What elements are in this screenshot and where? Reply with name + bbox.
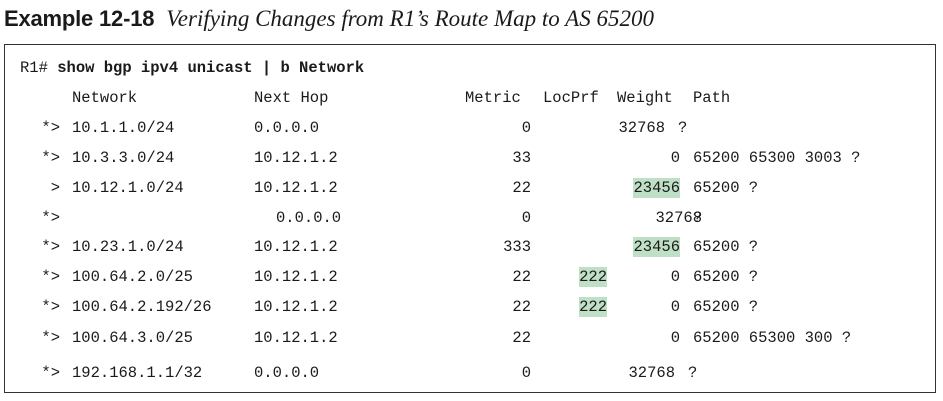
header-path: Path [693,89,731,107]
row-next-hop: 0.0.0.0 [254,119,320,137]
example-caption: Example 12-18 Verifying Changes from R1’s… [4,4,654,34]
cli-output-box: R1# show bgp ipv4 unicast | b Network Ne… [4,44,936,393]
row-status: *> [41,268,60,286]
table-row: *> 100.64.2.0/25 10.12.1.2 22 222 0 65200 ? [5,267,935,287]
locprf-highlight: 222 [579,297,607,317]
row-next-hop: 10.12.1.2 [254,179,338,197]
row-network: 100.64.2.0/25 [72,268,193,286]
row-path: ? [678,119,688,137]
row-status: *> [41,238,60,256]
row-weight: 32768 [618,119,665,137]
table-row: >10.12.1.0/24 10.12.1.2 22 23456 65200 ? [5,178,935,198]
row-next-hop: 0.0.0.0 [276,209,342,227]
header-weight: Weight [617,89,673,107]
row-path: 65200 ? [693,238,759,256]
weight-highlight: 23456 [633,178,680,198]
row-metric: 0 [521,119,531,137]
example-label: Example 12-18 [4,6,155,31]
row-locprf: 222 [565,267,607,287]
row-path: 65200 ? [693,298,759,316]
header-locprf: LocPrf [543,89,599,107]
example-title: Verifying Changes from R1’s Route Map to… [166,6,654,31]
row-next-hop: 0.0.0.0 [254,364,320,382]
row-metric: 333 [503,238,531,256]
row-status: *> [41,364,60,382]
row-path: 65200 65300 3003 ? [693,149,861,167]
row-weight: 32768 [655,209,702,227]
row-status: *> [41,209,60,227]
table-row: *> 0.0.0.0 0 32768? [5,208,935,228]
row-metric: 22 [512,268,531,286]
row-status: > [50,179,60,197]
table-row: *> 192.168.1.1/32 0.0.0.0 0 32768? [5,363,935,383]
table-row: *> 10.3.3.0/24 10.12.1.2 33 0 65200 65300 300… [5,148,935,168]
cli-prompt: R1# [20,59,58,77]
row-locprf [565,208,607,228]
row-status: *> [41,149,60,167]
row-network: 10.12.1.0/24 [72,179,184,197]
table-row: *> 100.64.3.0/25 10.12.1.2 22 0 65200 65300 3… [5,328,935,348]
row-next-hop: 10.12.1.2 [254,298,338,316]
row-path: ? [693,209,703,227]
row-network: 100.64.3.0/25 [72,329,193,347]
row-metric: 22 [512,179,531,197]
table-row: *> 100.64.2.192/26 10.12.1.2 22 222 0 65200 ? [5,297,935,317]
row-status: *> [41,119,60,137]
row-network: 10.1.1.0/24 [72,119,175,137]
row-weight: 0 [670,149,680,167]
row-network: 192.168.1.1/32 [72,364,203,382]
weight-highlight: 23456 [633,237,680,257]
row-path: 65200 ? [693,179,759,197]
row-network: 10.3.3.0/24 [72,149,175,167]
row-metric: 0 [521,364,531,382]
row-metric: 22 [512,329,531,347]
row-weight: 32768 [628,364,675,382]
row-network: 10.23.1.0/24 [72,238,184,256]
row-weight: 0 [670,329,680,347]
row-metric: 22 [512,298,531,316]
row-path: 65200 65300 300 ? [693,329,852,347]
row-status: *> [41,329,60,347]
row-next-hop: 10.12.1.2 [254,149,338,167]
row-weight: 0 [670,298,680,316]
row-next-hop: 10.12.1.2 [254,268,338,286]
cli-command: show bgp ipv4 unicast | b Network [57,59,365,77]
header-metric: Metric [465,89,521,107]
row-weight: 0 [670,268,680,286]
header-network: Network [72,89,138,107]
command-line: R1# show bgp ipv4 unicast | b Network [20,58,364,78]
table-row: *> 10.1.1.0/24 0.0.0.0 0 32768? [5,118,935,138]
table-row: *> 10.23.1.0/24 10.12.1.2 333 23456 65200 ? [5,237,935,257]
row-weight: 23456 [595,237,680,257]
row-path: ? [688,364,698,382]
header-next-hop: Next Hop [254,89,329,107]
locprf-highlight: 222 [579,267,607,287]
row-next-hop: 10.12.1.2 [254,238,338,256]
table-header: Network Next Hop Metric LocPrf Weight Pa… [5,88,935,108]
row-status: *> [41,298,60,316]
row-path: 65200 ? [693,268,759,286]
row-metric: 0 [521,209,531,227]
row-locprf: 222 [565,297,607,317]
row-metric: 33 [512,149,531,167]
row-network: 100.64.2.192/26 [72,298,212,316]
row-next-hop: 10.12.1.2 [254,329,338,347]
row-weight: 23456 [595,178,680,198]
